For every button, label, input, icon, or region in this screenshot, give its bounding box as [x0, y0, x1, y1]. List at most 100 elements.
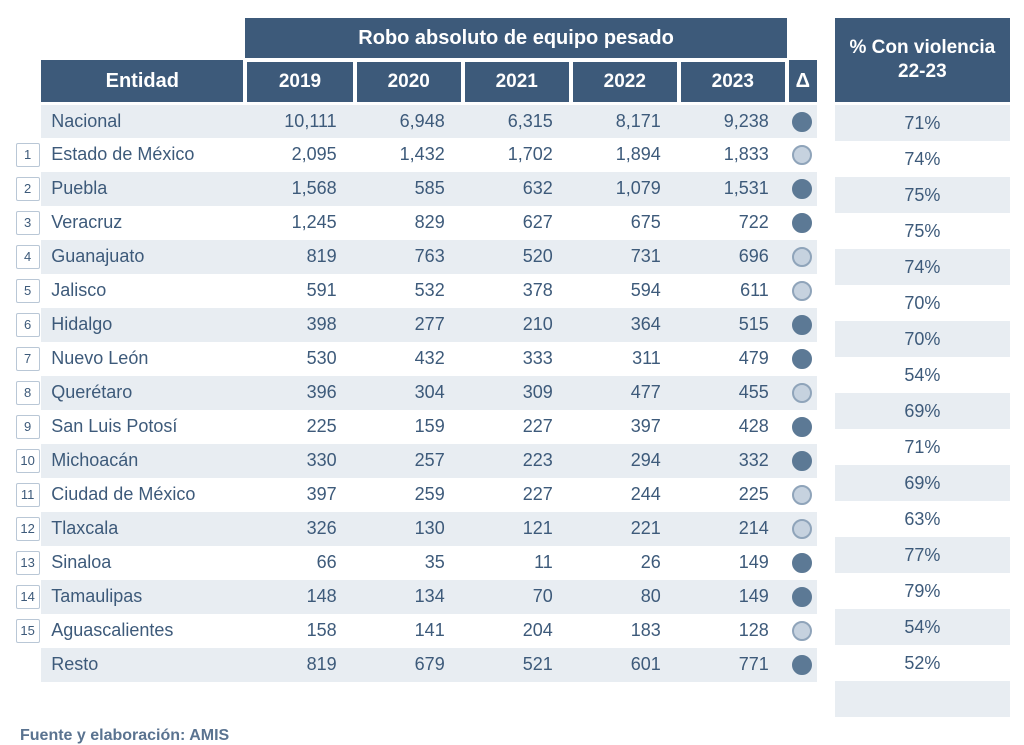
value-cell: 227	[463, 478, 571, 512]
entidad-cell: Veracruz	[41, 206, 245, 240]
value-cell: 585	[355, 172, 463, 206]
value-cell: 432	[355, 342, 463, 376]
table-row: 74%	[835, 141, 1010, 177]
delta-cell	[787, 240, 817, 274]
violence-cell: 71%	[835, 429, 1010, 465]
row-index: 13	[14, 546, 41, 580]
value-cell: 378	[463, 274, 571, 308]
value-cell: 149	[679, 580, 787, 614]
value-cell: 829	[355, 206, 463, 240]
table-row: 70%	[835, 321, 1010, 357]
table-row: 5Jalisco591532378594611	[14, 274, 817, 308]
table-row: 7Nuevo León530432333311479	[14, 342, 817, 376]
delta-down-icon	[792, 383, 812, 403]
violence-table: % Con violencia 22-23 71%74%75%75%74%70%…	[835, 18, 1010, 717]
violence-cell: 52%	[835, 645, 1010, 681]
value-cell: 257	[355, 444, 463, 478]
delta-down-icon	[792, 145, 812, 165]
entidad-cell: Guanajuato	[41, 240, 245, 274]
violence-cell	[835, 681, 1010, 717]
blank-cell	[14, 18, 41, 60]
delta-up-icon	[792, 587, 812, 607]
table-row	[835, 681, 1010, 717]
value-cell: 1,894	[571, 138, 679, 172]
delta-cell	[787, 342, 817, 376]
value-cell: 149	[679, 546, 787, 580]
entidad-cell: San Luis Potosí	[41, 410, 245, 444]
value-cell: 530	[245, 342, 354, 376]
footer-source: Fuente y elaboración: AMIS	[14, 727, 1010, 745]
violence-header: % Con violencia 22-23	[835, 18, 1010, 104]
table-row: 10Michoacán330257223294332	[14, 444, 817, 478]
table-row: 6Hidalgo398277210364515	[14, 308, 817, 342]
violence-cell: 79%	[835, 573, 1010, 609]
entidad-header: Entidad	[41, 60, 245, 104]
violence-cell: 74%	[835, 141, 1010, 177]
value-cell: 1,833	[679, 138, 787, 172]
delta-up-icon	[792, 112, 812, 132]
value-cell: 214	[679, 512, 787, 546]
table-row: 14Tamaulipas1481347080149	[14, 580, 817, 614]
table-row: 13Sinaloa66351126149	[14, 546, 817, 580]
value-cell: 10,111	[245, 104, 354, 138]
blank-cell	[41, 18, 245, 60]
delta-up-icon	[792, 213, 812, 233]
row-index: 5	[14, 274, 41, 308]
value-cell: 397	[245, 478, 354, 512]
value-cell: 8,171	[571, 104, 679, 138]
violence-cell: 74%	[835, 249, 1010, 285]
value-cell: 771	[679, 648, 787, 682]
violence-cell: 70%	[835, 321, 1010, 357]
row-index: 9	[14, 410, 41, 444]
value-cell: 455	[679, 376, 787, 410]
row-index: 14	[14, 580, 41, 614]
value-cell: 1,531	[679, 172, 787, 206]
value-cell: 121	[463, 512, 571, 546]
value-cell: 6,948	[355, 104, 463, 138]
table-row: 69%	[835, 465, 1010, 501]
table-row: 71%	[835, 429, 1010, 465]
value-cell: 221	[571, 512, 679, 546]
table-row: 71%	[835, 104, 1010, 142]
delta-cell	[787, 274, 817, 308]
value-cell: 277	[355, 308, 463, 342]
table-row: 75%	[835, 177, 1010, 213]
table-row: 12Tlaxcala326130121221214	[14, 512, 817, 546]
violence-cell: 69%	[835, 465, 1010, 501]
table-row: 15Aguascalientes158141204183128	[14, 614, 817, 648]
row-index	[14, 648, 41, 682]
value-cell: 134	[355, 580, 463, 614]
value-cell: 158	[245, 614, 354, 648]
table-row: 77%	[835, 537, 1010, 573]
table-row: 79%	[835, 573, 1010, 609]
delta-down-icon	[792, 485, 812, 505]
value-cell: 632	[463, 172, 571, 206]
value-cell: 130	[355, 512, 463, 546]
table-row: 3Veracruz1,245829627675722	[14, 206, 817, 240]
value-cell: 141	[355, 614, 463, 648]
delta-cell	[787, 512, 817, 546]
blank-cell	[787, 18, 817, 60]
value-cell: 70	[463, 580, 571, 614]
value-cell: 396	[245, 376, 354, 410]
violence-cell: 75%	[835, 213, 1010, 249]
violence-cell: 75%	[835, 177, 1010, 213]
entidad-cell: Resto	[41, 648, 245, 682]
entidad-cell: Ciudad de México	[41, 478, 245, 512]
super-header: Robo absoluto de equipo pesado	[245, 18, 786, 60]
violence-cell: 63%	[835, 501, 1010, 537]
value-cell: 722	[679, 206, 787, 240]
table-row: 70%	[835, 285, 1010, 321]
value-cell: 521	[463, 648, 571, 682]
value-cell: 333	[463, 342, 571, 376]
entidad-cell: Puebla	[41, 172, 245, 206]
value-cell: 364	[571, 308, 679, 342]
value-cell: 428	[679, 410, 787, 444]
year-header: 2023	[679, 60, 787, 104]
value-cell: 332	[679, 444, 787, 478]
value-cell: 148	[245, 580, 354, 614]
violence-cell: 70%	[835, 285, 1010, 321]
year-header: 2021	[463, 60, 571, 104]
value-cell: 326	[245, 512, 354, 546]
value-cell: 477	[571, 376, 679, 410]
